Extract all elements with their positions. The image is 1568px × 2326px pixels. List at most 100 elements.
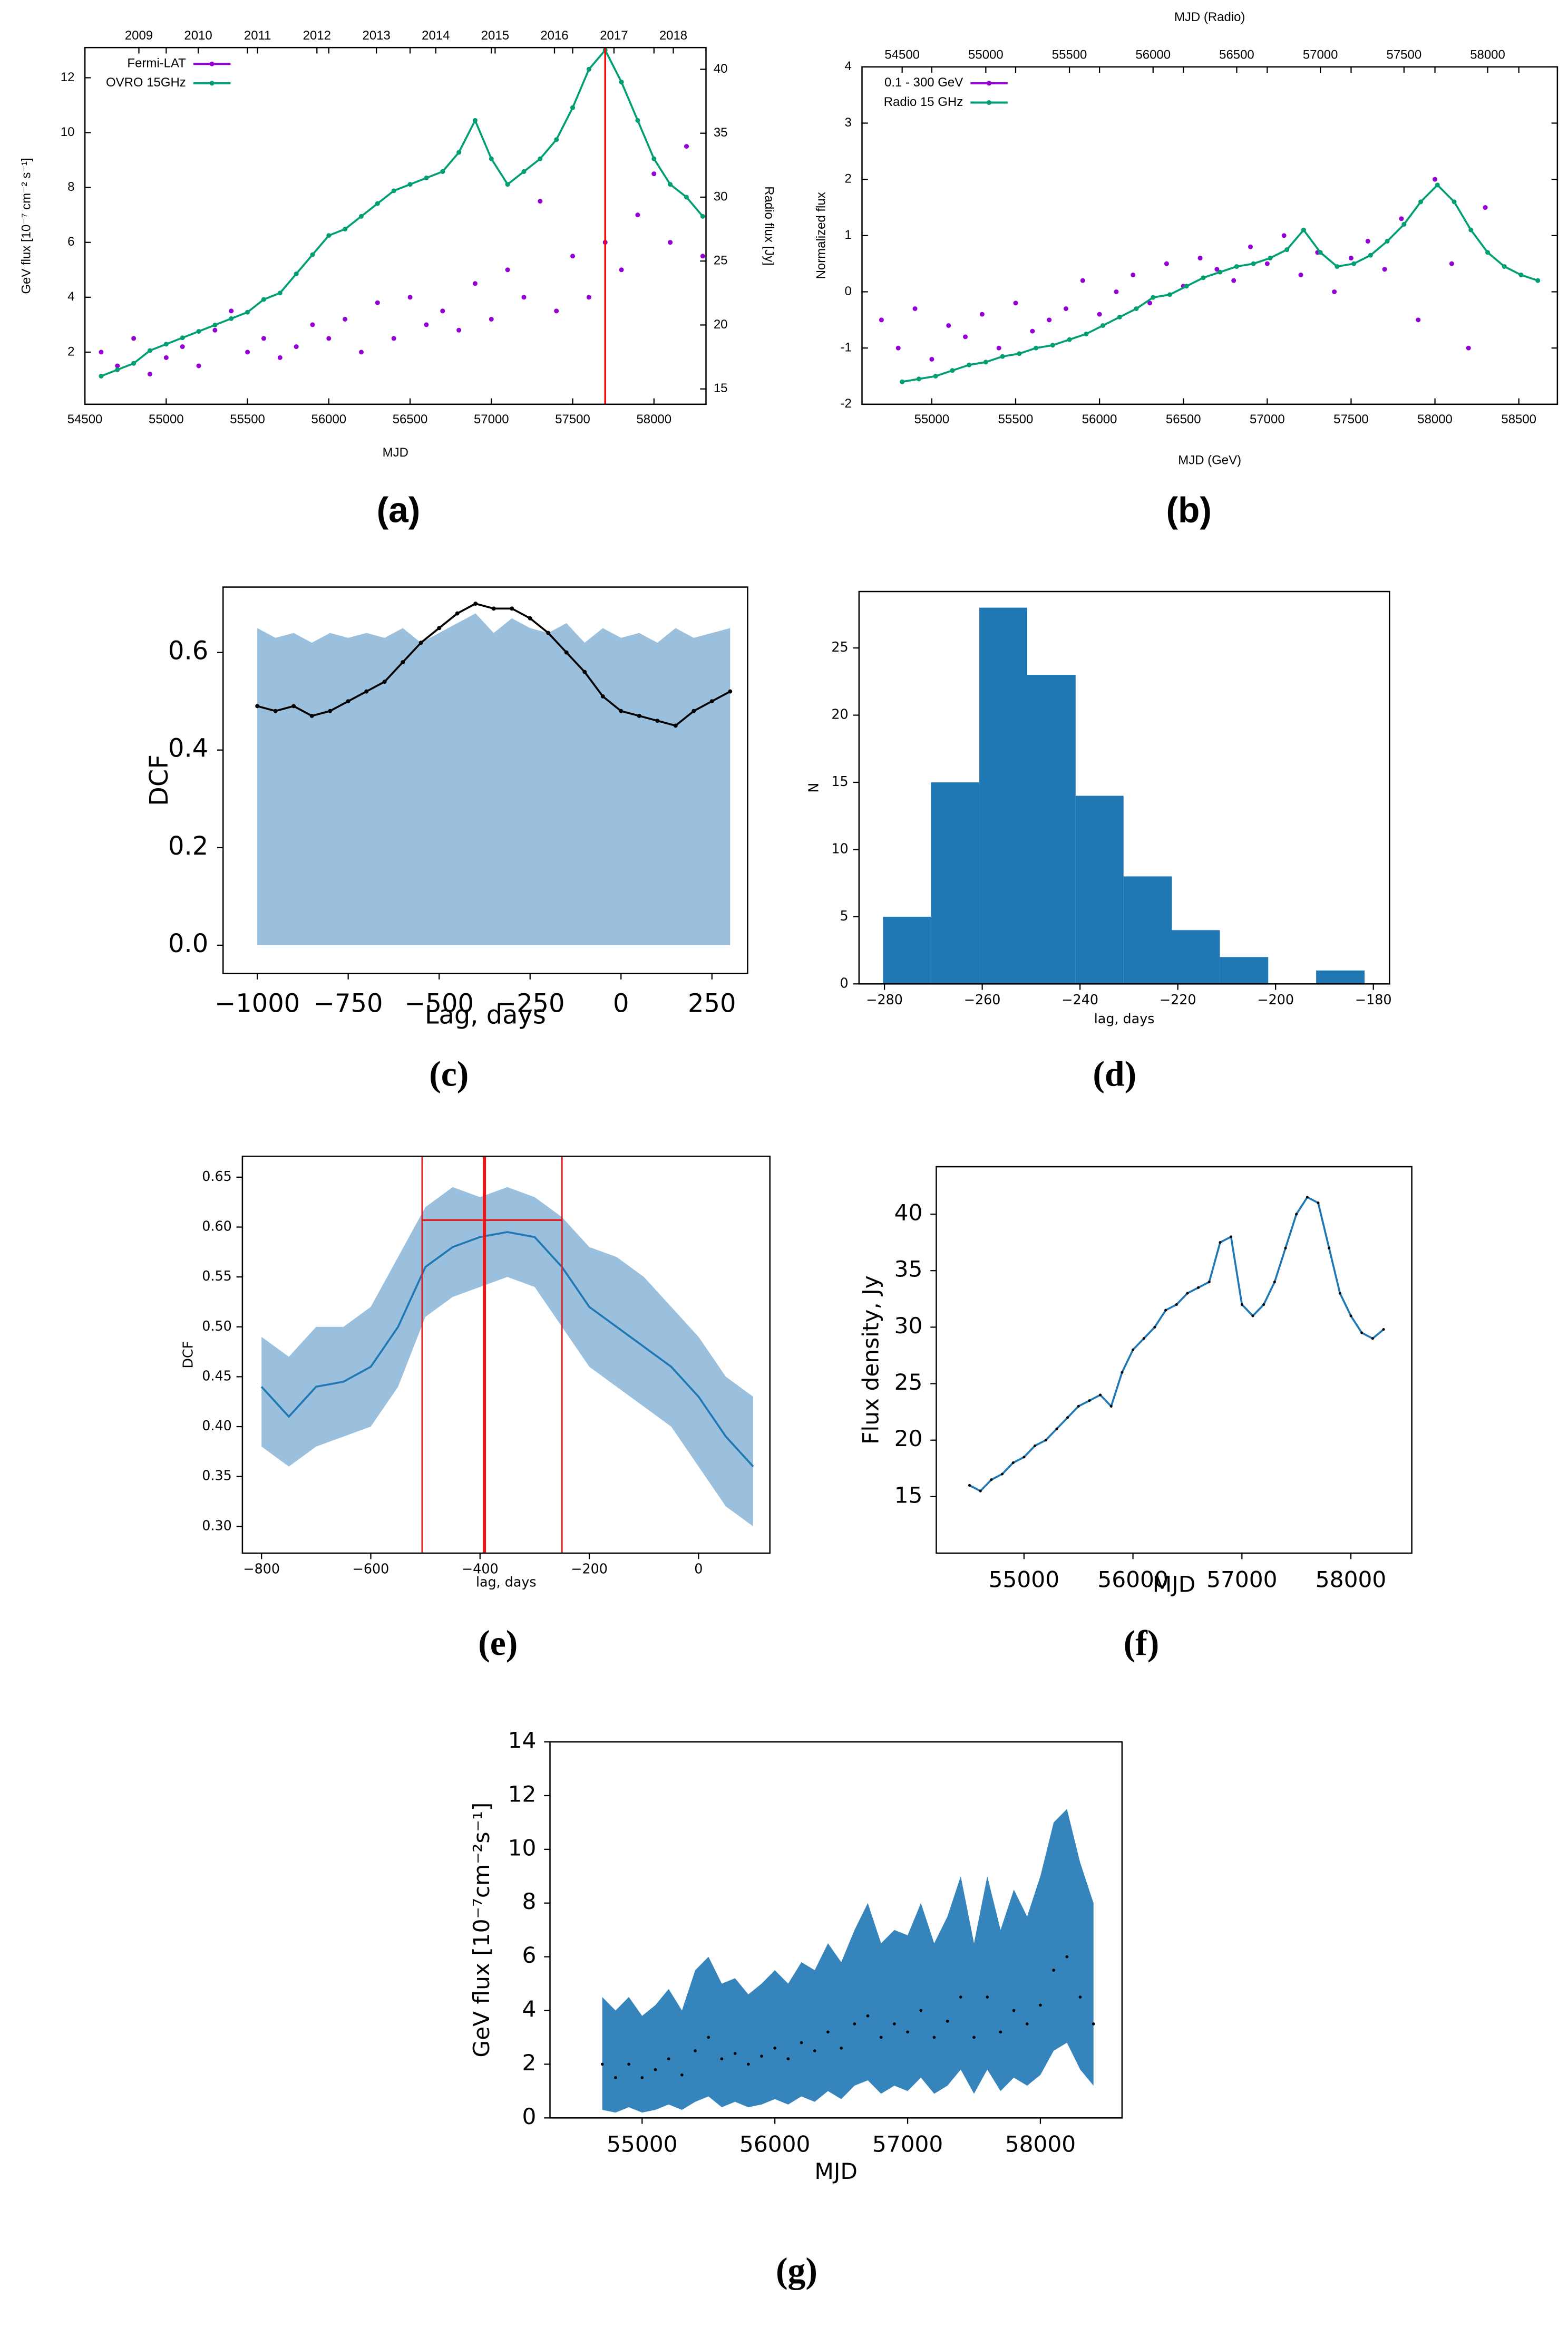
- x-tick-label: −240: [1061, 992, 1098, 1007]
- point: [1000, 1472, 1004, 1476]
- point: [1433, 177, 1438, 182]
- bar: [1172, 930, 1220, 984]
- point: [1011, 1461, 1015, 1465]
- y-tick-label: 20: [831, 706, 848, 722]
- point: [473, 602, 478, 606]
- y2-tick-label: 35: [714, 125, 728, 140]
- point: [1012, 2009, 1016, 2012]
- y-tick-label: 30: [894, 1313, 923, 1339]
- plot-frame: [222, 586, 748, 974]
- point: [1201, 275, 1206, 280]
- point: [99, 373, 104, 379]
- point: [472, 118, 478, 123]
- y-axis-label: Normalized flux: [814, 192, 829, 279]
- point: [491, 606, 496, 611]
- point: [1485, 250, 1491, 255]
- point: [707, 2036, 710, 2039]
- point: [455, 611, 460, 616]
- point: [919, 2009, 923, 2012]
- point: [990, 1478, 993, 1481]
- point: [900, 379, 905, 384]
- point: [310, 252, 315, 257]
- x-tick-label: 250: [688, 989, 736, 1018]
- point: [309, 713, 314, 718]
- y-tick-label: 10: [831, 840, 848, 856]
- point: [979, 312, 985, 317]
- x2-tick-label: 2011: [244, 28, 271, 43]
- x-axis-label: lag, days: [1094, 1011, 1155, 1026]
- point: [328, 709, 333, 713]
- panel-label: (e): [478, 1623, 518, 1663]
- panel-label: (g): [776, 2251, 817, 2290]
- point: [358, 214, 364, 219]
- y-tick-label: 0.30: [202, 1517, 231, 1533]
- point: [1385, 238, 1390, 244]
- y-tick-label: 15: [894, 1482, 923, 1508]
- y-tick-label: -2: [841, 396, 852, 411]
- point: [655, 719, 660, 723]
- point: [1468, 227, 1474, 232]
- point: [291, 704, 296, 709]
- x-tick-label: 0: [694, 1561, 703, 1577]
- point: [1318, 250, 1323, 255]
- y-tick-label: 1: [845, 228, 852, 242]
- point: [879, 2036, 883, 2039]
- point: [1100, 323, 1106, 328]
- x2-tick-label: 57000: [1303, 48, 1338, 62]
- point: [651, 171, 657, 177]
- legend-swatch-point: [987, 81, 992, 86]
- point: [728, 689, 733, 694]
- point: [1399, 216, 1404, 221]
- point: [600, 694, 605, 699]
- point: [1034, 1444, 1037, 1447]
- bar: [979, 607, 1027, 984]
- panel: −800 −600 −400 −200 0 0.30 0.35 0.40 0.45 0.50 0.5…: [180, 1156, 771, 1663]
- point: [1030, 328, 1035, 334]
- legend-label: 0.1 - 300 GeV: [884, 75, 963, 90]
- point: [521, 295, 527, 300]
- x2-tick-label: 2016: [540, 28, 568, 43]
- x-tick-label: −400: [462, 1561, 499, 1577]
- bar: [1316, 970, 1365, 984]
- y-tick-label: 0: [522, 2104, 536, 2129]
- legend-label: Radio 15 GHz: [884, 95, 963, 109]
- point: [586, 66, 591, 72]
- point: [1167, 292, 1173, 297]
- point: [472, 281, 478, 286]
- point: [424, 322, 429, 327]
- point: [694, 2049, 697, 2052]
- point: [996, 345, 1001, 351]
- x-tick-label: 56000: [739, 2131, 810, 2157]
- x-axis-label: MJD (GeV): [1178, 453, 1241, 467]
- point: [115, 363, 120, 369]
- point: [1298, 272, 1303, 278]
- y-tick-label: 0.35: [202, 1468, 231, 1484]
- y-tick-label: 8: [522, 1888, 536, 1914]
- point: [619, 267, 624, 273]
- point: [229, 308, 234, 314]
- point: [1017, 351, 1022, 356]
- line: [260, 1231, 754, 1467]
- point: [1099, 1393, 1102, 1397]
- point: [668, 182, 673, 187]
- point: [1077, 1404, 1080, 1408]
- y-tick-label: 0.60: [202, 1218, 231, 1234]
- y-axis-label: GeV flux [10⁻⁷cm⁻²s⁻¹]: [469, 1802, 494, 2058]
- point: [1371, 1337, 1374, 1340]
- point: [667, 2057, 670, 2061]
- point: [456, 327, 462, 333]
- x2-axis-label: MJD (Radio): [1174, 10, 1245, 24]
- point: [255, 704, 260, 709]
- point: [929, 356, 934, 362]
- y-axis-label: DCF: [180, 1341, 196, 1369]
- point: [959, 1995, 962, 1999]
- x-tick-label: 55500: [230, 412, 265, 427]
- point: [1382, 1328, 1385, 1331]
- y-tick-label: 5: [840, 908, 849, 924]
- panel: −280 −260 −240 −220 −200 −180 0 5 10 15 20 25 lag, d…: [805, 590, 1392, 1093]
- x-tick-label: −220: [1160, 992, 1196, 1007]
- point: [1092, 2022, 1095, 2025]
- x-tick-label: 58000: [1316, 1566, 1386, 1592]
- x2-tick-label: 54500: [884, 48, 920, 62]
- point: [391, 336, 396, 341]
